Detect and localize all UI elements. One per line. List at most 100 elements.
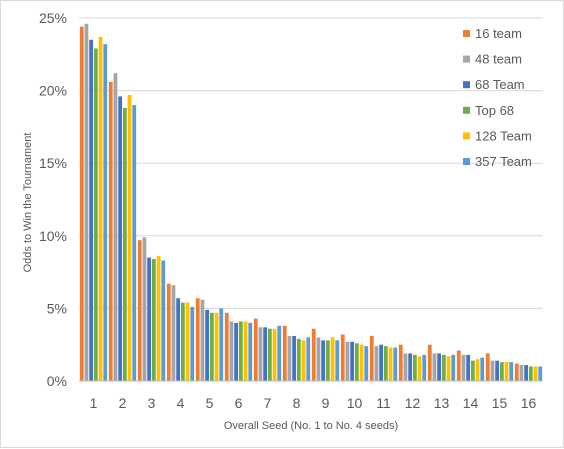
bar — [151, 259, 156, 381]
legend-swatch — [463, 55, 470, 63]
bar — [330, 337, 335, 381]
bar — [142, 237, 147, 381]
bar — [316, 337, 321, 381]
x-tick-label: 11 — [376, 395, 391, 411]
y-tick-label: 15% — [39, 155, 67, 171]
bar — [93, 48, 98, 381]
y-tick-label: 0% — [47, 373, 67, 389]
bar — [495, 360, 500, 381]
bar — [238, 321, 243, 381]
x-tick-label: 1 — [90, 395, 98, 411]
bar — [345, 341, 350, 381]
bar — [190, 306, 195, 381]
bar — [127, 94, 132, 382]
bar — [205, 309, 210, 381]
bar — [354, 343, 359, 381]
bar — [122, 108, 127, 382]
bar — [306, 337, 311, 381]
bar — [359, 344, 364, 381]
bar — [490, 360, 495, 381]
bar — [287, 335, 292, 381]
bar — [374, 346, 379, 381]
bar — [432, 353, 437, 381]
bar — [519, 365, 524, 381]
y-tick-label: 20% — [39, 83, 67, 99]
bar — [470, 360, 475, 381]
bar — [282, 325, 287, 381]
bar — [311, 328, 316, 381]
x-tick-label: 16 — [521, 395, 537, 411]
y-axis-title: Odds to Win the Tournament — [22, 133, 34, 273]
bar — [499, 362, 504, 381]
bar — [466, 354, 471, 381]
bar — [263, 327, 268, 381]
bar — [321, 340, 326, 381]
bar — [364, 346, 369, 381]
bar — [451, 354, 456, 381]
bar — [379, 344, 384, 381]
bar — [219, 308, 224, 381]
bar — [335, 340, 340, 381]
bar — [98, 36, 103, 381]
y-tick-label: 5% — [47, 300, 67, 316]
legend-label: 128 Team — [475, 128, 532, 143]
x-tick-label: 4 — [177, 395, 185, 411]
legend-label: 68 Team — [475, 77, 525, 92]
x-tick-label: 6 — [235, 395, 243, 411]
x-axis-title: Overall Seed (No. 1 to No. 4 seeds) — [224, 420, 398, 432]
bar — [103, 44, 108, 382]
bar — [79, 26, 84, 381]
bar — [388, 347, 393, 381]
bar — [417, 356, 422, 381]
bar — [89, 39, 94, 381]
y-tick-label: 10% — [39, 228, 67, 244]
bar — [456, 350, 461, 381]
bar — [292, 335, 297, 381]
bar — [84, 23, 89, 381]
bar — [137, 240, 142, 381]
bar — [533, 366, 538, 381]
bar — [118, 96, 123, 382]
bar — [504, 362, 509, 381]
y-tick-labels: 0% 5% 10% 15% 20% 25% — [39, 10, 67, 389]
x-tick-label: 7 — [264, 395, 272, 411]
bar — [147, 257, 152, 381]
x-tick-label: 5 — [206, 395, 214, 411]
bar — [412, 354, 417, 381]
legend: 16 team 48 team 68 Team Top 68 128 Team 357 T… — [463, 26, 532, 169]
bar — [277, 325, 282, 381]
bar — [427, 344, 432, 381]
y-tick-label: 25% — [39, 10, 67, 26]
bar — [369, 335, 374, 381]
bar — [485, 353, 490, 381]
bar — [258, 327, 263, 381]
bar — [509, 362, 514, 381]
bar — [229, 321, 234, 381]
x-tick-label: 13 — [434, 395, 450, 411]
bar — [480, 357, 485, 381]
bar — [296, 338, 301, 381]
x-tick-labels: 1 2 3 4 5 6 7 8 9 10 11 12 13 14 15 16 — [90, 395, 537, 411]
bar — [185, 302, 190, 381]
bar — [108, 81, 113, 381]
gridlines — [79, 17, 543, 309]
bar — [528, 366, 533, 381]
bar — [422, 354, 427, 381]
bar — [209, 312, 214, 381]
bar — [161, 260, 166, 381]
bar — [475, 359, 480, 381]
x-tick-label: 10 — [347, 395, 363, 411]
bar — [393, 347, 398, 381]
bar — [113, 73, 118, 382]
bar — [200, 299, 205, 381]
bar — [180, 302, 185, 381]
bar — [408, 353, 413, 381]
bar — [272, 328, 277, 381]
legend-swatch — [463, 30, 470, 37]
bar — [253, 318, 258, 381]
x-tick-label: 9 — [322, 395, 330, 411]
bars — [79, 23, 543, 382]
legend-label: Top 68 — [475, 103, 514, 118]
legend-swatch — [463, 158, 470, 165]
